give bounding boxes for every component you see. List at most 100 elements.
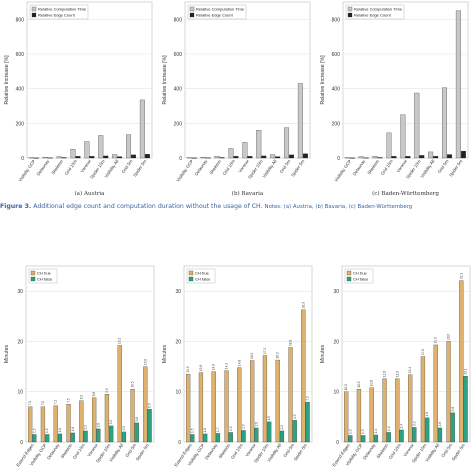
bot-a-value-label: 2.6 [96,423,100,428]
bot-a-x-tick-label: Delaunay [46,442,61,460]
top-c-bar-relative-computation-time-delaunay [358,156,364,159]
bot-c-legend-label: CH true [353,271,368,276]
bot-b-bar-ch-true-delaunay [211,371,216,443]
bot-a-x-tick-label: Grid 10m [72,442,86,460]
bot-a-value-label: 7.0 [41,401,45,406]
top-a-x-tick-label: Visibility GCP [17,159,36,183]
top-a-bar-relative-computation-time-spider-10m [98,135,104,159]
bot-b-value-label: 1.7 [216,427,220,432]
top-c-x-tick-label: Visibility All [419,159,435,179]
top-b-x-tick-label: Skeleton [208,158,222,175]
bot-c-value-label: 2.8 [438,422,442,427]
bot-c-bar-ch-false-grid-5m [450,412,455,443]
top-c-legend-swatch [347,12,353,18]
bot-b-legend-box [186,268,216,284]
top-b-legend-box [187,4,247,20]
bot-a-value-label: 10.5 [131,381,135,387]
bot-c-bar-ch-false-grid-10m [399,429,404,443]
bot-b-value-label: 14.0 [212,364,216,370]
top-c-bar-relative-edge-count-grid-10m [391,156,397,159]
top-c-y-tick-label: 600 [332,52,341,58]
bot-a-bar-ch-false-grid-10m [83,430,88,443]
bot-c-value-label: 2.9 [412,421,416,426]
bot-c-bar-ch-false-spider-5m [463,375,468,443]
bot-c-bar-ch-true-spider-5m [459,280,464,443]
top-b-bar-relative-computation-time-spider-5m [297,83,303,159]
bot-b-legend-label: CH true [195,271,210,276]
bot-c-bar-ch-true-skeleton [382,378,387,443]
bot-b-y-axis-label: Minutes [162,345,168,364]
bot-b-value-label: 2.8 [254,422,258,427]
top-b-bar-relative-computation-time-skeleton [214,156,220,159]
top-c-x-tick-label: Voronoi [395,159,407,174]
top-c-x-tick-label: Visibility GCP [333,159,352,183]
bot-c-x-tick-label: Delaunay [362,442,377,460]
bot-b-value-label: 16.3 [276,352,280,358]
bot-a-bar-ch-true-spider-5m [143,366,148,443]
bot-a-y-tick-label: 10 [17,390,23,396]
bot-c-bar-ch-true-grid-5m [446,341,451,443]
top-a-x-tick-label: Spider 5m [132,158,148,177]
bot-b-x-tick-label: Delaunay [204,442,219,460]
bot-b-value-label: 4.0 [267,416,271,421]
bot-a-y-tick-label: 30 [17,289,23,295]
top-b-legend-swatch [189,12,195,18]
bot-b-x-tick-label: Grid 5m [282,442,295,458]
top-b-bar-relative-edge-count-skeleton [219,157,225,159]
top-b-x-tick-label: Delaunay [194,158,209,176]
bot-b-value-label: 2.2 [280,425,284,430]
bot-b-bar-ch-false-grid-5m [292,420,297,443]
bot-c-value-label: 12.6 [383,371,387,377]
bot-a-value-label: 2.2 [84,425,88,430]
bot-a-x-tick-label: Voronoi [86,443,98,458]
bot-c-bar-ch-true-visibility-all [433,344,438,443]
top-a-bar-relative-edge-count-delaunay [47,157,53,159]
bot-b-x-tick-label: Grid 10m [230,442,244,460]
top-c-x-tick-label: Skeleton [366,158,380,175]
figure-caption: Figure 3. Additional edge count and comp… [0,203,474,215]
bot-c-bar-ch-true-delaunay [369,387,374,443]
top-b-x-tick-label: Grid 5m [279,158,292,174]
top-b-x-tick-label: Spider 5m [290,158,306,177]
bot-a-bar-ch-false-voronoi [96,428,101,443]
bot-a-bar-ch-true-grid-10m [79,400,84,443]
bot-a-legend-box [28,268,58,284]
bot-b-bar-ch-true-voronoi [250,360,255,443]
bot-a-x-tick-label: Grid 5m [124,442,137,458]
bot-a-value-label: 7.2 [54,400,58,405]
bot-c-value-label: 1.9 [387,426,391,431]
bot-b-y-tick-label: 30 [175,289,181,295]
top-c-bar-relative-edge-count-visibility-gcp [349,157,355,159]
figure-caption-text: Additional edge count and computation du… [33,203,263,210]
bot-b-bar-ch-false-skeleton [228,432,233,443]
bot-c-y-axis-label: Minutes [320,345,326,364]
bot-b-x-tick-label: Spider 5m [293,442,309,461]
bot-c-value-label: 2.4 [400,424,404,429]
bot-a-bar-ch-false-visibility-gcp [45,434,50,443]
top-b-x-tick-label: Voronoi [237,159,249,174]
top-a-bar-relative-edge-count-voronoi [89,156,95,159]
top-b-panel-label: (b) Bavaria [232,190,264,197]
bot-a-bar-ch-true-voronoi [92,397,97,443]
top-b-x-tick-label: Visibility GCP [175,159,194,183]
top-a-legend-swatch [31,6,37,12]
top-b-bar-relative-edge-count-visibility-gcp [191,157,197,159]
top-c-bar-relative-computation-time-voronoi [400,114,406,159]
top-c-bar-relative-computation-time-grid-10m [386,132,392,159]
top-c-legend-box [345,4,405,20]
bot-b-x-tick-label: Voronoi [244,443,256,458]
bot-c-bar-ch-true-visibility-gcp [356,389,362,443]
bot-b-bar-ch-false-spider-10m [267,421,272,443]
bot-b-value-label: 1.9 [229,426,233,431]
bot-c-bar-ch-true-voronoi [408,374,413,443]
bot-c-bar-ch-false-voronoi [412,427,417,443]
bot-c-bar-ch-false-extend-edges [348,435,353,443]
top-a-x-tick-label: Grid 10m [64,158,78,176]
top-a-bar-relative-edge-count-grid-10m [75,156,81,159]
bot-b-bar-ch-true-grid-5m [288,347,293,443]
top-b-bar-relative-computation-time-delaunay [200,156,206,159]
bot-c-legend-swatch [346,270,352,276]
top-b-y-tick-label: 400 [174,87,183,93]
bot-a-legend-label: CH false [37,277,53,282]
bot-a-value-label: 2.0 [122,426,126,431]
